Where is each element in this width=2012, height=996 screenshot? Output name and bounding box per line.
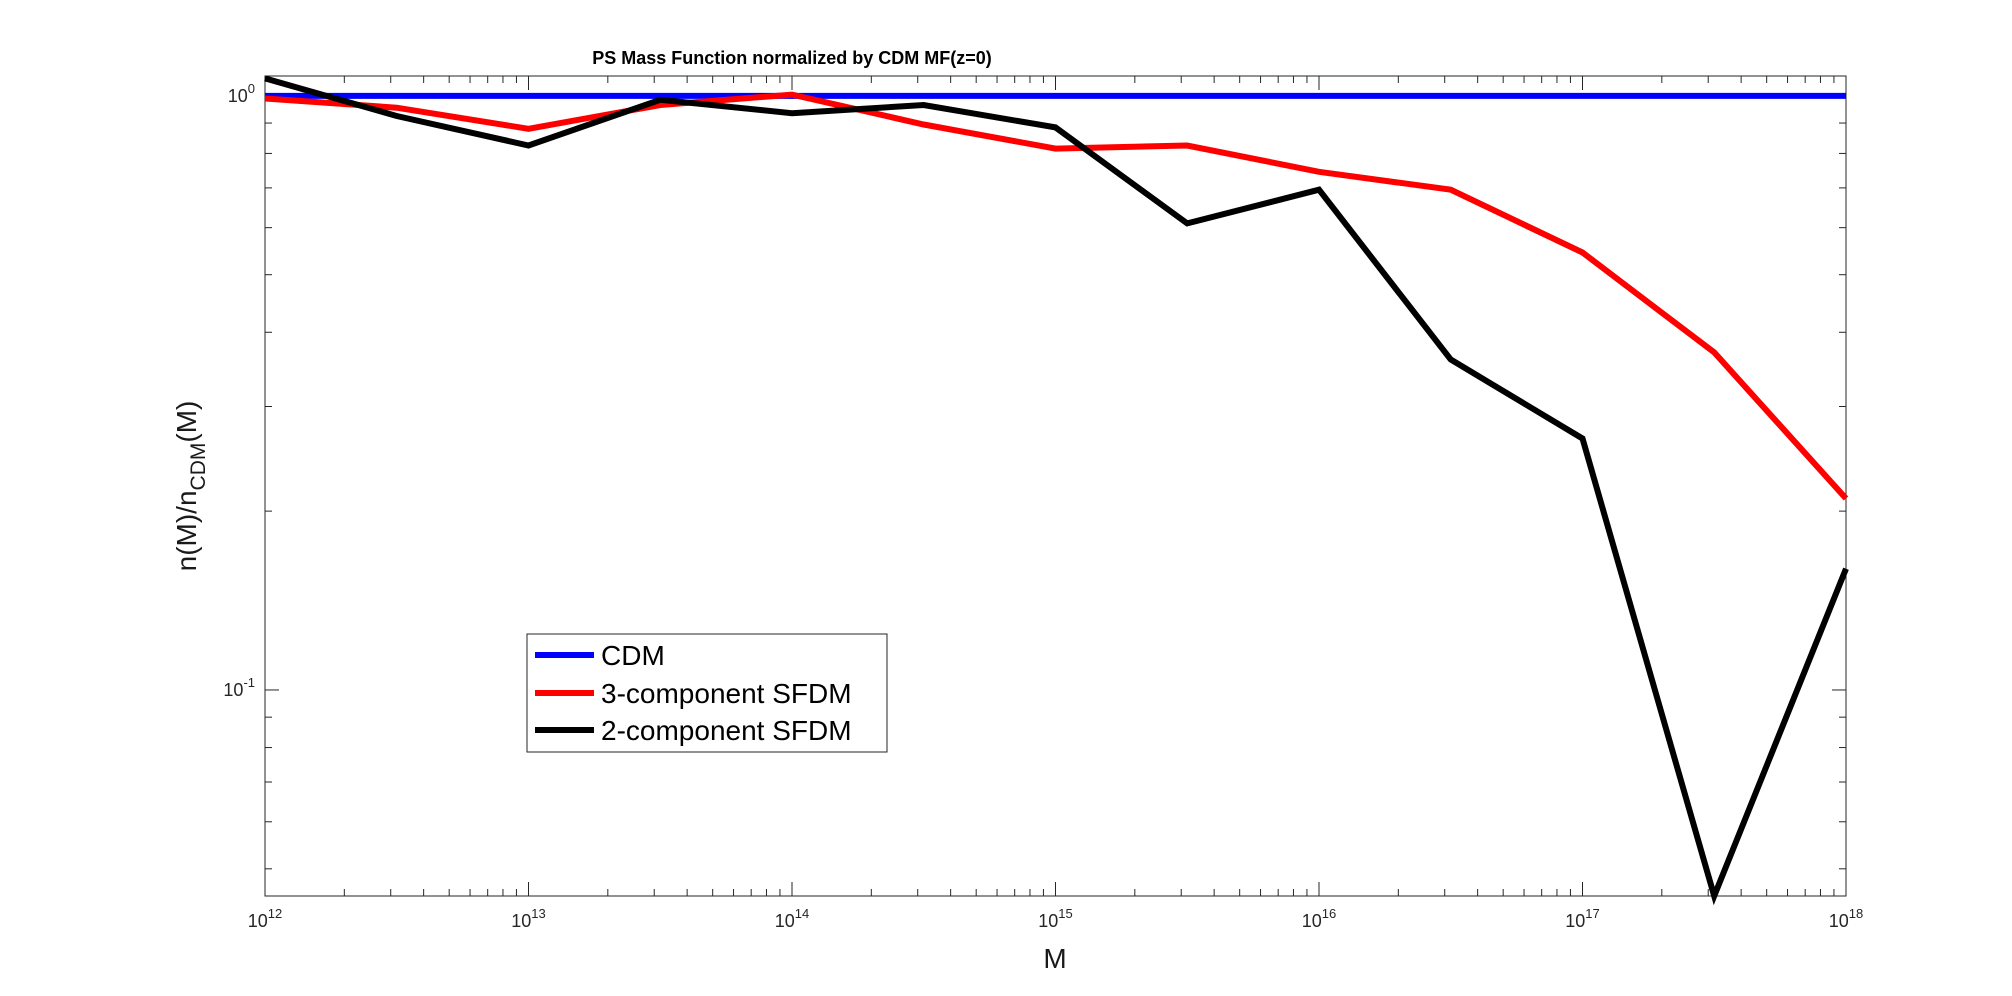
y-axis-label: n(M)/nCDM(M): [171, 401, 210, 572]
x-tick-label: 1015: [1038, 906, 1073, 931]
x-tick-label: 1017: [1565, 906, 1600, 931]
x-tick-label: 1013: [511, 906, 546, 931]
chart-title: PS Mass Function normalized by CDM MF(z=…: [592, 48, 992, 68]
x-tick-label-base: 10: [1302, 911, 1322, 931]
legend-label-3-component: 3-component SFDM: [601, 678, 852, 709]
plot-area: [264, 75, 1847, 897]
x-tick-label-base: 10: [1829, 911, 1849, 931]
x-tick-label-exponent: 13: [531, 906, 545, 921]
y-tick-label-base: 10: [228, 86, 248, 106]
x-tick-label-exponent: 15: [1058, 906, 1072, 921]
line-3-component-sfdm: [264, 91, 1849, 501]
x-tick-label: 1018: [1829, 906, 1864, 931]
x-tick-label-base: 10: [1565, 911, 1585, 931]
y-axis-label-main: n(M)/n: [171, 490, 202, 571]
x-tick-label: 1014: [775, 906, 810, 931]
series-lines: [264, 75, 1849, 906]
x-tick-label-base: 10: [511, 911, 531, 931]
x-tick-label-base: 10: [1038, 911, 1058, 931]
x-tick-label: 1016: [1302, 906, 1337, 931]
y-tick-label-base: 10: [223, 680, 243, 700]
x-tick-label-base: 10: [775, 911, 795, 931]
line-2-component-sfdm: [264, 75, 1849, 906]
x-tick-label-exponent: 16: [1322, 906, 1336, 921]
x-tick-label-exponent: 14: [795, 906, 809, 921]
x-tick-label-exponent: 17: [1585, 906, 1599, 921]
y-tick-label-exponent: 0: [248, 81, 255, 96]
x-tick-label-base: 10: [248, 911, 268, 931]
legend-label-2-component: 2-component SFDM: [601, 715, 852, 746]
y-tick-label: 100: [228, 81, 255, 106]
x-tick-label-exponent: 18: [1849, 906, 1863, 921]
x-axis-label: M: [1043, 943, 1066, 974]
y-tick-label-exponent: -1: [243, 675, 255, 690]
legend-label-cdm: CDM: [601, 640, 665, 671]
y-tick-label: 10-1: [223, 675, 255, 700]
y-axis-label-tail: (M): [171, 401, 202, 443]
x-tick-label-exponent: 12: [268, 906, 282, 921]
legend: CDM 3-component SFDM 2-component SFDM: [526, 633, 888, 753]
x-tick-label: 1012: [248, 906, 283, 931]
y-axis-label-sub: CDM: [187, 443, 210, 491]
